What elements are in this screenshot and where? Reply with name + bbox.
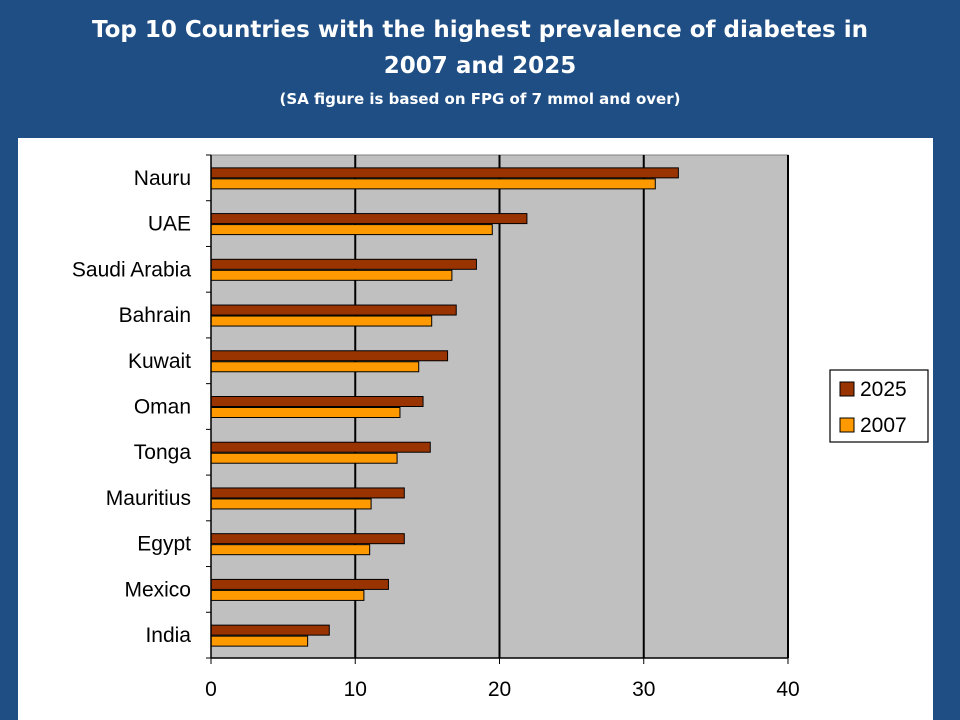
category-label-uae: UAE <box>148 213 191 236</box>
category-label-kuwait: Kuwait <box>128 350 191 373</box>
category-label-tonga: Tonga <box>134 441 192 464</box>
axes <box>206 154 789 664</box>
bar-kuwait-2007 <box>210 361 420 373</box>
bars <box>210 167 679 647</box>
bar-india-2025 <box>210 624 330 636</box>
x-tick-label-40: 40 <box>776 678 799 701</box>
bar-mauritius-2025 <box>210 487 405 499</box>
legend-label-2007: 2007 <box>860 414 907 437</box>
category-label-saudi-arabia: Saudi Arabia <box>72 258 191 281</box>
bar-mexico-2025 <box>210 578 389 590</box>
category-label-egypt: Egypt <box>137 533 191 556</box>
x-tick-label-30: 30 <box>632 678 655 701</box>
category-label-oman: Oman <box>134 396 191 419</box>
bar-bahrain-2025 <box>210 304 457 316</box>
category-label-mexico: Mexico <box>124 578 191 601</box>
bar-uae-2007 <box>210 224 493 236</box>
bar-chart: Nauru UAE Saudi Arabia Bahrain Kuwait Oman Ton… <box>72 154 929 701</box>
bar-saudi-arabia-2007 <box>210 269 453 281</box>
bar-tonga-2025 <box>210 441 431 453</box>
chart-panel: Nauru UAE Saudi Arabia Bahrain Kuwait Oman Ton… <box>18 138 933 720</box>
category-label-mauritius: Mauritius <box>106 487 191 510</box>
bar-oman-2007 <box>210 407 401 418</box>
bar-nauru-2007 <box>210 178 656 190</box>
bar-nauru-2025 <box>210 167 679 179</box>
x-tick-label-10: 10 <box>344 678 367 701</box>
bar-bahrain-2007 <box>210 315 433 327</box>
bar-mauritius-2007 <box>210 498 372 510</box>
x-tick-label-0: 0 <box>205 678 217 701</box>
x-tick-label-20: 20 <box>488 678 511 701</box>
category-labels: Nauru UAE Saudi Arabia Bahrain Kuwait Oman Ton… <box>72 167 191 647</box>
bar-saudi-arabia-2025 <box>210 258 477 270</box>
bar-uae-2025 <box>210 213 528 225</box>
slide-subtitle: (SA figure is based on FPG of 7 mmol and… <box>279 90 681 108</box>
category-label-nauru: Nauru <box>134 167 191 190</box>
bar-mexico-2007 <box>210 589 365 601</box>
bar-tonga-2007 <box>210 452 398 464</box>
title-block: Top 10 Countries with the highest preval… <box>0 0 960 132</box>
x-tick-labels: 0 10 20 30 40 <box>205 678 800 701</box>
bar-egypt-2025 <box>210 533 405 545</box>
category-label-india: India <box>145 624 191 647</box>
legend-swatch-2007 <box>839 417 855 433</box>
legend: 2025 2007 <box>829 369 929 443</box>
bar-oman-2025 <box>210 396 424 407</box>
legend-swatch-2025 <box>839 381 855 397</box>
bar-india-2007 <box>210 635 309 647</box>
legend-label-2025: 2025 <box>860 378 907 401</box>
category-label-bahrain: Bahrain <box>119 304 191 327</box>
bar-kuwait-2025 <box>210 350 449 362</box>
bar-egypt-2007 <box>210 544 371 556</box>
slide-title: Top 10 Countries with the highest preval… <box>91 17 869 79</box>
